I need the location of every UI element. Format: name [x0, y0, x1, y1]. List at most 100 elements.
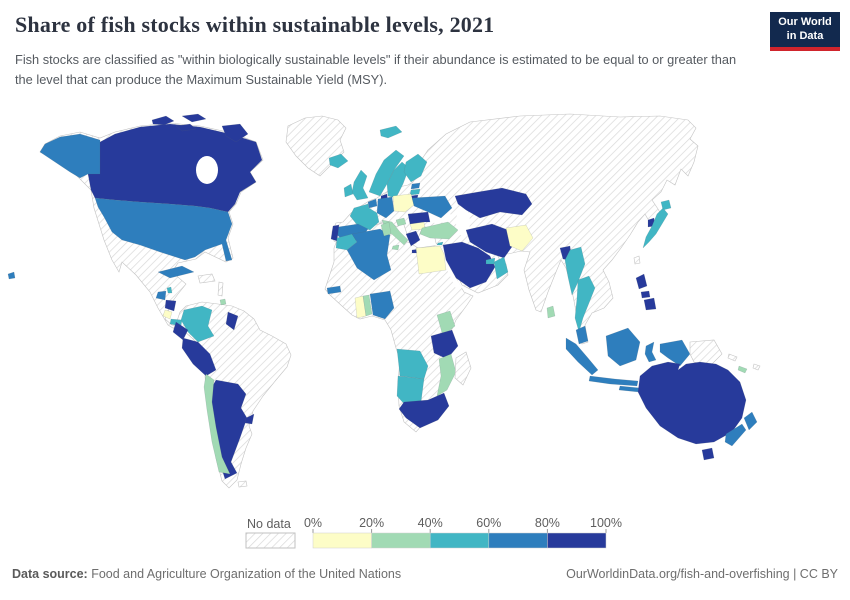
country-ireland[interactable]: [343, 183, 354, 198]
country-turkey[interactable]: [419, 221, 459, 240]
country-lesser-antilles[interactable]: [217, 281, 224, 297]
country-poland[interactable]: [392, 193, 415, 213]
country-philippines-visayas[interactable]: [640, 290, 651, 299]
country-canada-island-2[interactable]: [181, 113, 207, 123]
country-canada-island-3[interactable]: [175, 123, 197, 132]
country-cyprus[interactable]: [436, 241, 444, 246]
credit-link[interactable]: OurWorldinData.org/fish-and-overfishing …: [566, 567, 838, 581]
country-taiwan[interactable]: [633, 255, 641, 265]
country-oman[interactable]: [493, 256, 509, 280]
country-nicaragua[interactable]: [164, 299, 177, 312]
country-new-zealand-south[interactable]: [724, 423, 747, 447]
country-canada-island-1[interactable]: [151, 115, 175, 126]
country-indonesia-west-papua[interactable]: [659, 339, 691, 367]
legend-tick-label-0: 0%: [304, 516, 322, 530]
country-tunisia[interactable]: [380, 221, 392, 237]
country-ukraine[interactable]: [411, 195, 453, 219]
country-new-caledonia[interactable]: [737, 365, 748, 374]
country-finland[interactable]: [403, 153, 428, 183]
country-japan-hokkaido[interactable]: [660, 199, 672, 211]
country-germany[interactable]: [376, 196, 395, 219]
country-trinidad-and-tobago[interactable]: [219, 298, 227, 306]
country-malaysia-peninsula[interactable]: [575, 325, 589, 345]
caspian-sea: [456, 208, 470, 236]
country-south-africa[interactable]: [398, 392, 450, 429]
country-egypt[interactable]: [415, 245, 447, 275]
country-benelux[interactable]: [367, 198, 378, 209]
country-thailand[interactable]: [574, 275, 596, 333]
country-pakistan[interactable]: [505, 224, 534, 252]
legend-swatch-60-80[interactable]: [488, 532, 548, 549]
country-indonesia-sumatra[interactable]: [565, 337, 599, 376]
country-borneo[interactable]: [605, 327, 641, 367]
owid-logo-line2: in Data: [786, 29, 824, 42]
legend-tick-label-1: 20%: [359, 516, 384, 530]
country-united-arab-emirates[interactable]: [485, 257, 496, 265]
country-united-states-alaska[interactable]: [39, 133, 101, 179]
country-australia[interactable]: [637, 361, 747, 445]
country-falkland-islands[interactable]: [237, 480, 248, 488]
data-source-value: Food and Agriculture Organization of the…: [87, 567, 402, 581]
legend-tick-label-2: 40%: [418, 516, 443, 530]
legend-tick-label-5: 100%: [590, 516, 622, 530]
country-fiji[interactable]: [752, 363, 761, 371]
country-croatia[interactable]: [395, 217, 407, 227]
country-mozambique[interactable]: [436, 353, 457, 397]
country-new-zealand-north[interactable]: [743, 411, 758, 431]
country-svalbard[interactable]: [379, 125, 403, 139]
country-japan[interactable]: [642, 207, 669, 249]
country-united-states-hawaii[interactable]: [7, 271, 16, 280]
country-uruguay[interactable]: [244, 413, 255, 425]
country-hispaniola[interactable]: [197, 273, 216, 284]
country-indonesia-sulawesi[interactable]: [644, 341, 657, 363]
country-philippines-mindanao[interactable]: [643, 297, 657, 311]
page-title: Share of fish stocks within sustainable …: [15, 12, 495, 37]
country-australia-tasmania[interactable]: [701, 447, 715, 461]
country-philippines-luzon[interactable]: [635, 273, 648, 290]
country-chile[interactable]: [203, 373, 231, 475]
country-kazakhstan[interactable]: [454, 187, 533, 219]
country-saudi-arabia[interactable]: [442, 241, 496, 289]
legend-swatch-20-40[interactable]: [371, 532, 431, 549]
country-indonesia-lesser-sunda[interactable]: [618, 385, 641, 393]
country-senegal[interactable]: [326, 285, 342, 295]
country-angola[interactable]: [396, 348, 429, 380]
country-united-kingdom[interactable]: [351, 169, 369, 201]
country-guyana[interactable]: [225, 311, 239, 331]
country-costa-rica[interactable]: [162, 309, 173, 320]
country-romania[interactable]: [407, 211, 431, 225]
legend-swatch-80-100[interactable]: [547, 532, 607, 549]
country-sweden[interactable]: [386, 161, 410, 199]
country-latvia[interactable]: [409, 188, 421, 196]
country-indonesia-java[interactable]: [588, 375, 639, 387]
legend-swatch-40-60[interactable]: [429, 532, 490, 549]
legend-no-data-swatch[interactable]: [245, 532, 296, 549]
country-madagascar[interactable]: [454, 351, 472, 386]
country-papua-new-guinea[interactable]: [689, 339, 723, 367]
legend-tick-label-4: 80%: [535, 516, 560, 530]
country-guatemala[interactable]: [155, 290, 167, 301]
country-estonia[interactable]: [410, 182, 421, 190]
country-sri-lanka[interactable]: [546, 305, 556, 319]
country-nigeria[interactable]: [369, 290, 395, 320]
country-greece[interactable]: [405, 230, 421, 247]
world-choropleth-map[interactable]: [0, 112, 850, 510]
country-iceland[interactable]: [328, 153, 349, 169]
country-norway[interactable]: [368, 149, 405, 197]
country-united-states[interactable]: [94, 197, 233, 262]
country-italy-sicily[interactable]: [391, 244, 400, 251]
country-colombia[interactable]: [180, 305, 215, 343]
country-canada-baffin[interactable]: [221, 123, 249, 143]
country-cuba[interactable]: [157, 265, 195, 279]
data-source-label: Data source:: [12, 567, 88, 581]
country-kenya[interactable]: [436, 310, 456, 337]
country-peru[interactable]: [181, 337, 217, 377]
country-belize[interactable]: [166, 286, 173, 294]
country-france[interactable]: [349, 203, 380, 231]
country-tanzania[interactable]: [430, 329, 459, 360]
country-iran[interactable]: [465, 223, 515, 259]
country-myanmar[interactable]: [564, 246, 586, 296]
legend-swatch-0-20[interactable]: [312, 532, 372, 549]
country-solomon-islands[interactable]: [727, 353, 738, 362]
country-togo-benin[interactable]: [362, 294, 373, 317]
